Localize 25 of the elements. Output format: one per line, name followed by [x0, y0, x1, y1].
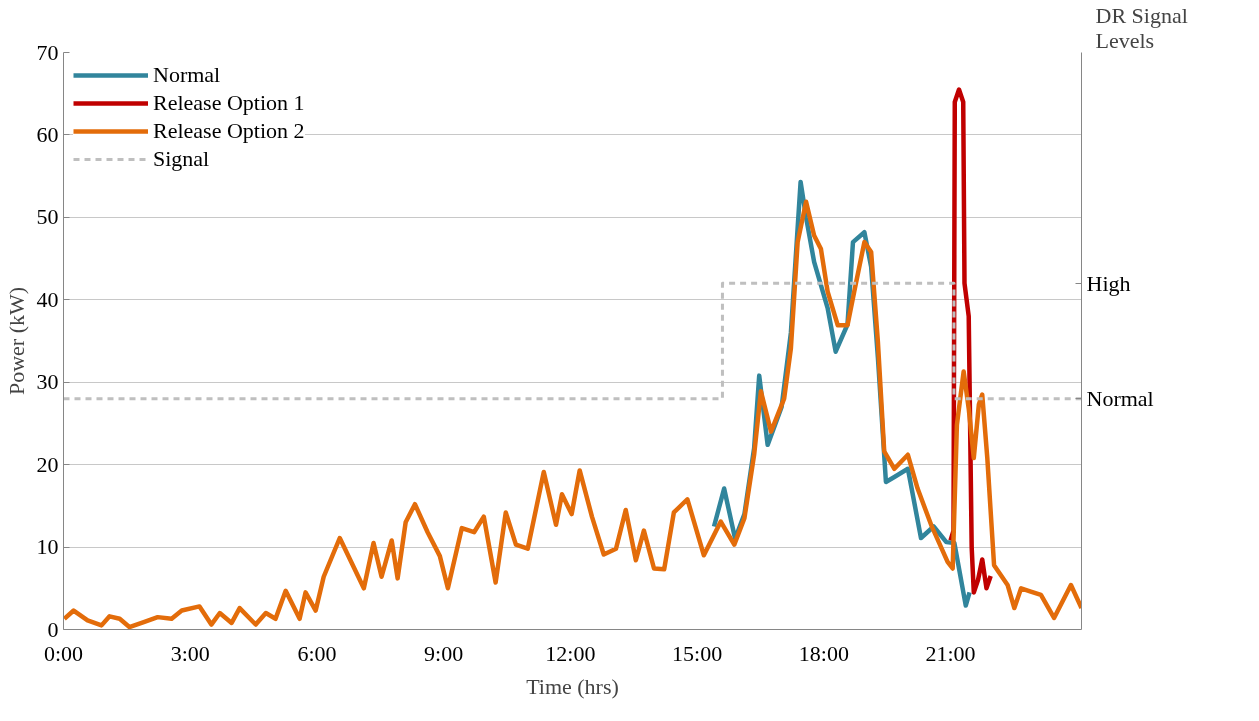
y-tick-label: 50 [36, 204, 59, 230]
x-tick-label: 15:00 [672, 640, 723, 666]
legend-label: Normal [153, 62, 221, 88]
x-axis-title: Time (hrs) [526, 673, 619, 699]
x-tick-label: 21:00 [925, 640, 976, 666]
text: Normal [1086, 386, 1154, 412]
y-axis-title: Power (kW) [3, 286, 29, 396]
y-tick-label: 60 [36, 121, 59, 147]
text: High [1086, 270, 1131, 296]
x-tick-label: 18:00 [798, 640, 849, 666]
x-tick-label: 6:00 [297, 640, 337, 666]
x-tick-label: 12:00 [545, 640, 596, 666]
y-tick-label: 20 [36, 451, 59, 477]
y-tick-label: 0 [47, 616, 59, 642]
text: DR Signal Levels [1095, 2, 1188, 53]
y-tick-label: 10 [36, 534, 59, 560]
x-tick-label: 0:00 [43, 640, 84, 666]
legend-label: Release Option 2 [153, 118, 305, 144]
x-tick-label: 9:00 [424, 640, 464, 666]
x-tick-label: 3:00 [170, 640, 210, 666]
legend-label: Release Option 1 [153, 90, 305, 116]
legend-label: Signal [153, 146, 210, 172]
y-tick-label: 40 [36, 286, 59, 312]
y-tick-label: 70 [36, 39, 59, 65]
y-tick-label: 30 [36, 369, 59, 395]
